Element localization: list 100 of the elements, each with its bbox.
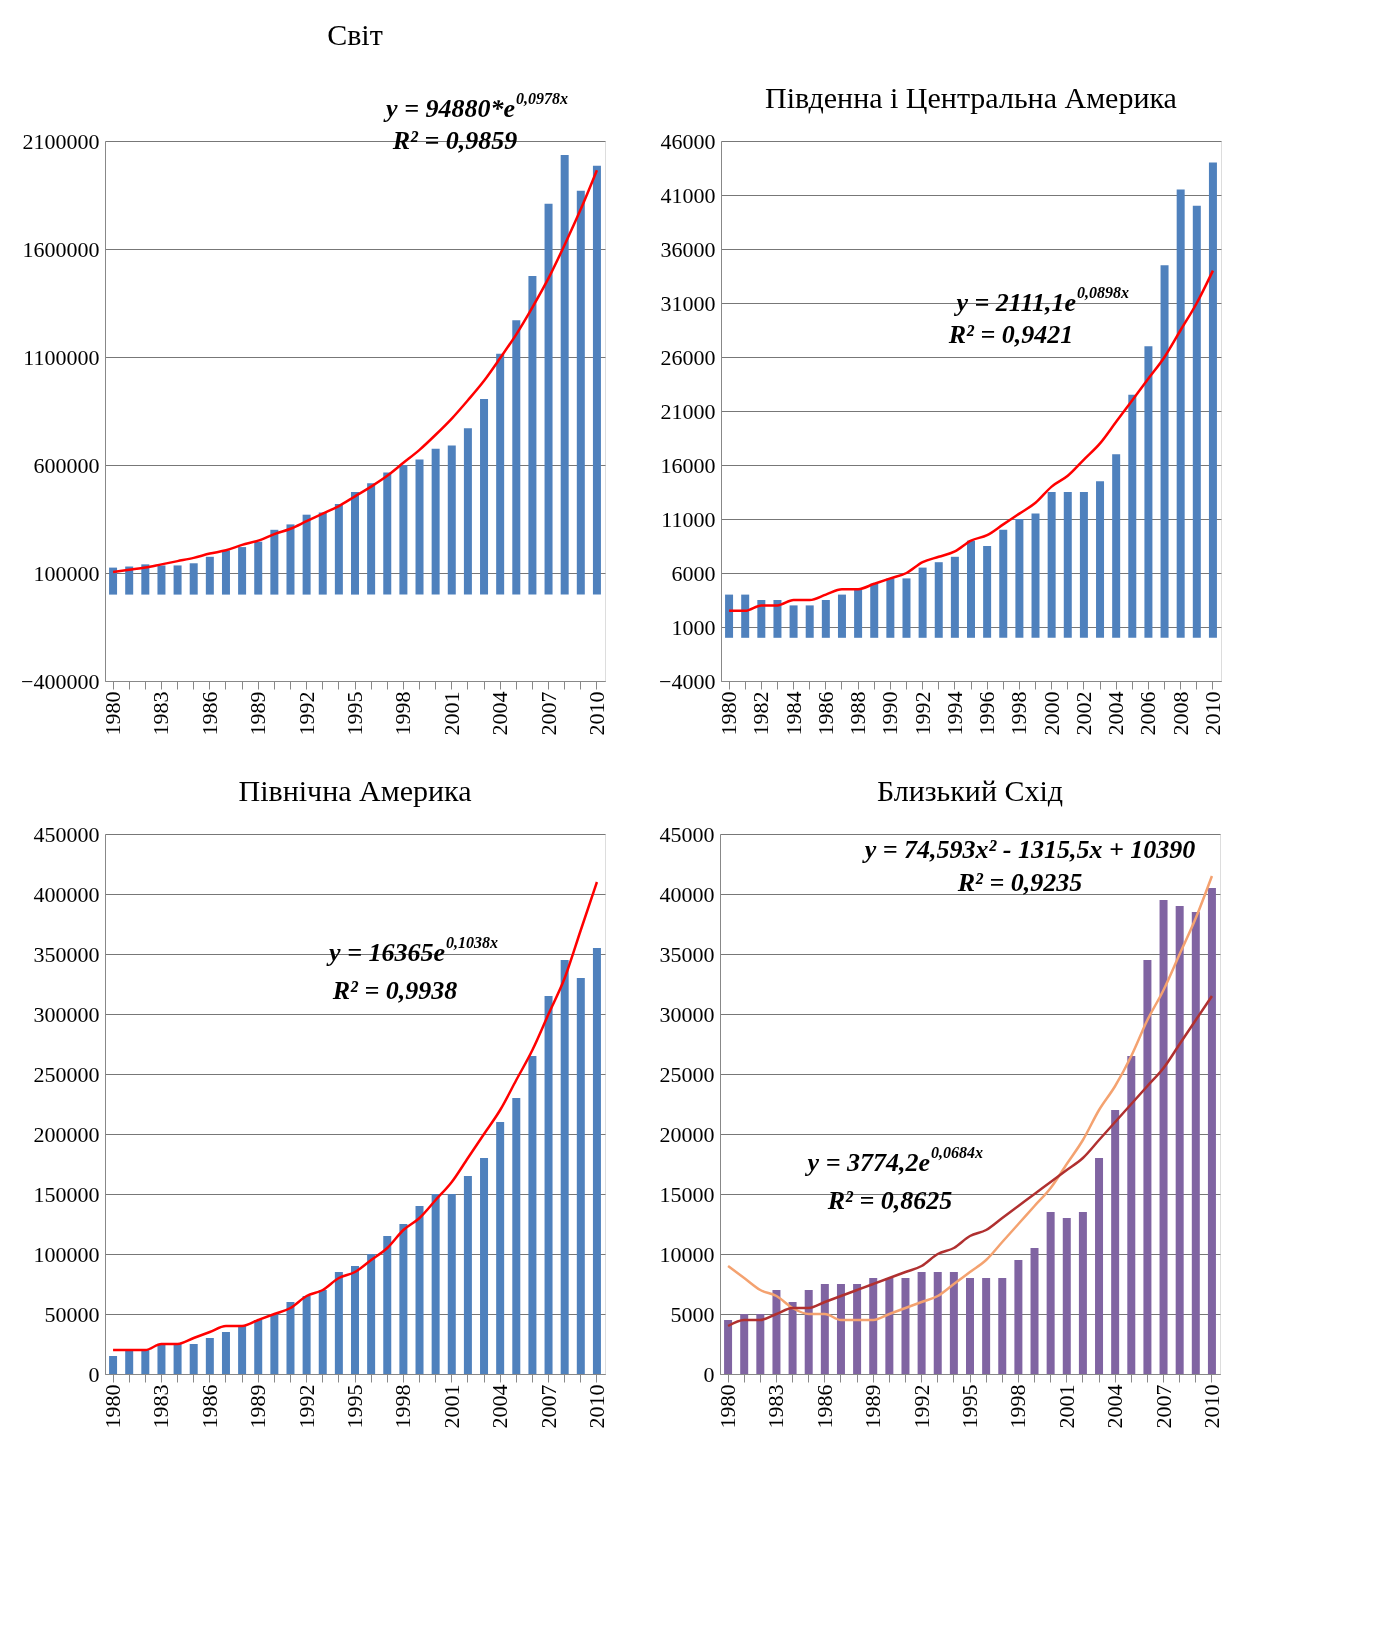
x-tick-label: 1983 (763, 1384, 789, 1429)
bar (576, 190, 585, 595)
bar (334, 1272, 343, 1374)
x-tick-label: 2004 (487, 691, 513, 736)
x-tick-label: 2004 (1103, 691, 1129, 736)
line-series (111, 880, 599, 1352)
bar (1031, 513, 1040, 638)
x-tick-label: 1992 (293, 1384, 319, 1429)
x-tick-label: 2008 (1167, 691, 1193, 736)
bar (1160, 265, 1169, 638)
x-tick-label: 2007 (1150, 1384, 1176, 1429)
x-tick-label: 1994 (941, 691, 967, 736)
bar (205, 556, 214, 595)
x-tick-label: 1983 (148, 1384, 174, 1429)
chart-title: Північна Америка (238, 774, 472, 807)
bar (318, 512, 327, 595)
x-tick-label: 1992 (909, 691, 935, 736)
bar (528, 276, 537, 595)
annotation: R² = 0,8625 (826, 1186, 953, 1216)
x-tick-label: 1998 (1005, 1384, 1031, 1429)
bar (820, 1284, 829, 1374)
bar (560, 960, 569, 1374)
x-tick-label: 1980 (715, 1384, 741, 1429)
bar (982, 1278, 991, 1374)
bar (496, 353, 505, 595)
x-tick-label: 1995 (342, 691, 367, 736)
bar (967, 540, 975, 638)
y-tick-label: 36000 (660, 236, 716, 262)
bar (447, 445, 456, 595)
x-tick-label: 2004 (1102, 1384, 1128, 1429)
bar (576, 978, 585, 1374)
y-tick-label: 300000 (33, 1001, 100, 1027)
bar (463, 1176, 472, 1374)
x-tick-label: 1986 (196, 1384, 222, 1429)
bar (415, 459, 424, 595)
x-tick-label: 1986 (196, 691, 222, 736)
bar (1062, 1218, 1071, 1374)
bar (189, 563, 198, 595)
bar (173, 565, 182, 595)
x-tick-label: 2007 (535, 1384, 561, 1429)
bar (286, 524, 295, 595)
bar (949, 1272, 958, 1374)
bar (1112, 454, 1121, 638)
y-tick-label: 150000 (33, 1181, 100, 1207)
y-tick-label: 11000 (661, 506, 716, 532)
x-tick-label: 1980 (100, 1384, 126, 1429)
x-tick-label: 1982 (748, 691, 774, 736)
x-tick-label: 1986 (812, 691, 838, 736)
bar (741, 594, 750, 638)
bar (788, 1302, 797, 1374)
bar (109, 1356, 118, 1374)
bar (1128, 394, 1137, 638)
bar (238, 1326, 247, 1374)
bar (109, 567, 118, 595)
bar (512, 1098, 521, 1374)
bar (773, 600, 782, 638)
bar (399, 465, 408, 595)
x-tick-label: 2002 (1070, 691, 1096, 736)
bar (125, 1350, 134, 1374)
bar (173, 1344, 182, 1374)
line-series (726, 874, 1214, 1322)
y-tick-label: 15000 (659, 1181, 715, 1207)
y-tick-label: 250000 (33, 1061, 100, 1087)
bar (1207, 888, 1216, 1374)
bar (592, 948, 601, 1374)
x-tick-label: 1989 (245, 691, 271, 736)
bar (254, 1320, 263, 1374)
bar (1176, 189, 1185, 638)
bar (966, 1278, 974, 1374)
bar (870, 583, 879, 638)
y-tick-label: 46000 (660, 128, 716, 154)
y-tick-label: 30000 (659, 1001, 715, 1027)
bar (1191, 912, 1200, 1374)
chart-title: Близький Схід (876, 774, 1064, 807)
y-tick-label: 50000 (44, 1301, 100, 1327)
annotation: y = 74,593x² - 1315,5x + 10390 (861, 835, 1196, 865)
bar (270, 529, 279, 595)
bar (221, 550, 230, 595)
x-tick-label: 2001 (1053, 1384, 1079, 1429)
chart-title: Світ (327, 17, 383, 51)
bar (254, 541, 263, 595)
bar (886, 578, 895, 638)
line-series (726, 994, 1214, 1328)
x-tick-label: 1992 (293, 691, 319, 736)
chart-title: Південна і Центральна Америка (765, 81, 1177, 114)
bar (447, 1194, 456, 1374)
bar (383, 472, 392, 595)
bar (125, 566, 134, 595)
y-tick-label: 21000 (660, 398, 716, 424)
bar (933, 1272, 942, 1374)
y-tick-label: 400000 (33, 881, 100, 907)
y-tick-label: 100000 (33, 1241, 100, 1267)
line-series (727, 269, 1215, 613)
bar (221, 1332, 230, 1374)
y-tick-label: 600000 (33, 452, 100, 478)
y-tick-label: 20000 (659, 1121, 715, 1147)
y-tick-label: −400000 (21, 668, 100, 694)
bar (205, 1338, 214, 1374)
bar (351, 1266, 359, 1374)
bar (1063, 492, 1072, 638)
